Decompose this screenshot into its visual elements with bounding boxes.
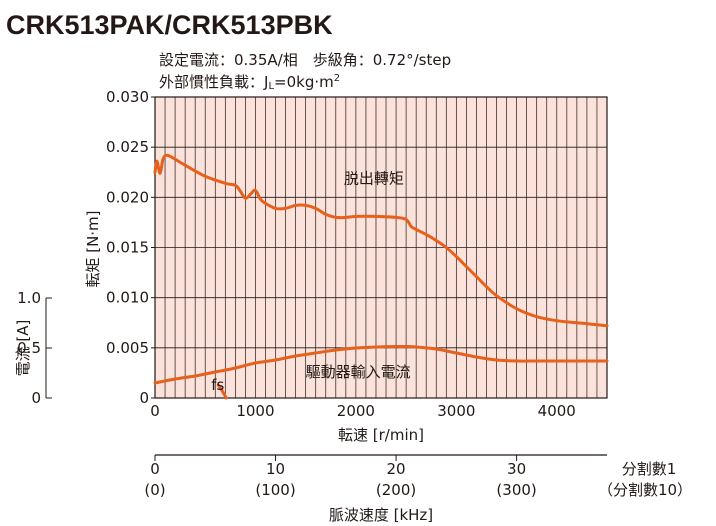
speed-tick-label: 4000 <box>538 402 576 420</box>
driver-input-current-label: 驅動器輸入電流 <box>306 363 411 381</box>
torque-axis-ticks: 0 0.005 0.010 0.015 0.020 0.025 0.030 <box>106 88 155 407</box>
torque-axis-label: 転矩 [N·m] <box>84 210 102 287</box>
pulse-tick-label-div10: (0) <box>144 481 165 499</box>
driver-input-current-curve <box>153 344 609 385</box>
pulse-tick-label-div1: 30 <box>507 460 526 478</box>
torque-tick-label: 0.025 <box>106 138 149 156</box>
speed-tick-label: 3000 <box>437 402 475 420</box>
condition-inertia-mid: =0kg·m <box>274 73 334 91</box>
pulse-axis-label: 脈波速度 [kHz] <box>329 506 433 524</box>
current-tick-label: 1.0 <box>17 289 41 307</box>
torque-tick-label: 0.010 <box>106 289 149 307</box>
pullout-torque-label: 脱出轉矩 <box>344 169 404 187</box>
torque-tick-label: 0.020 <box>106 188 149 206</box>
fs-curve <box>216 383 228 400</box>
fs-label: fs <box>211 376 224 394</box>
pulse-tick-label-div10: (300) <box>496 481 536 499</box>
pullout-torque-curve <box>153 153 609 328</box>
speed-tick-label: 0 <box>150 402 160 420</box>
pulse-div10-label: （分割數10） <box>598 481 692 499</box>
current-axis-ticks: 0 0.5 1.0 <box>17 289 52 407</box>
condition-inertia-subscript: L <box>268 81 274 92</box>
torque-tick-label: 0.030 <box>106 88 149 106</box>
pulse-div1-label: 分割數1 <box>622 460 677 478</box>
speed-axis-ticks: 0 1000 2000 3000 4000 <box>150 402 576 420</box>
current-tick-label: 0.5 <box>17 339 41 357</box>
speed-tick-label: 1000 <box>236 402 274 420</box>
pulse-tick-label-div10: (100) <box>255 481 295 499</box>
current-axis-label: 電流 [A] <box>14 320 32 377</box>
torque-tick-label: 0 <box>139 389 149 407</box>
pulse-axis-ticks: 0 (0) 10 (100) 20 (200) 30 (300) <box>144 455 537 499</box>
torque-tick-label: 0.005 <box>106 339 149 357</box>
current-tick-label: 0 <box>31 389 41 407</box>
pulse-tick-label-div1: 0 <box>150 460 160 478</box>
condition-inertia-prefix: 外部慣性負載：J <box>159 73 268 91</box>
speed-tick-label: 2000 <box>337 402 375 420</box>
torque-tick-label: 0.015 <box>106 239 149 257</box>
speed-axis-label: 転速 [r/min] <box>338 426 424 444</box>
pulse-tick-label-div10: (200) <box>376 481 416 499</box>
series-layer <box>153 153 609 400</box>
condition-line-inertia: 外部慣性負載：JL=0kg·m2 <box>159 73 340 92</box>
condition-line-current-step: 設定電流：0.35A/相 歩級角：0.72°/step <box>159 51 451 69</box>
pulse-tick-label-div1: 10 <box>266 460 285 478</box>
condition-inertia-superscript: 2 <box>334 73 340 84</box>
pulse-tick-label-div1: 20 <box>387 460 406 478</box>
chart-title: CRK513PAK/CRK513PBK <box>6 10 333 40</box>
